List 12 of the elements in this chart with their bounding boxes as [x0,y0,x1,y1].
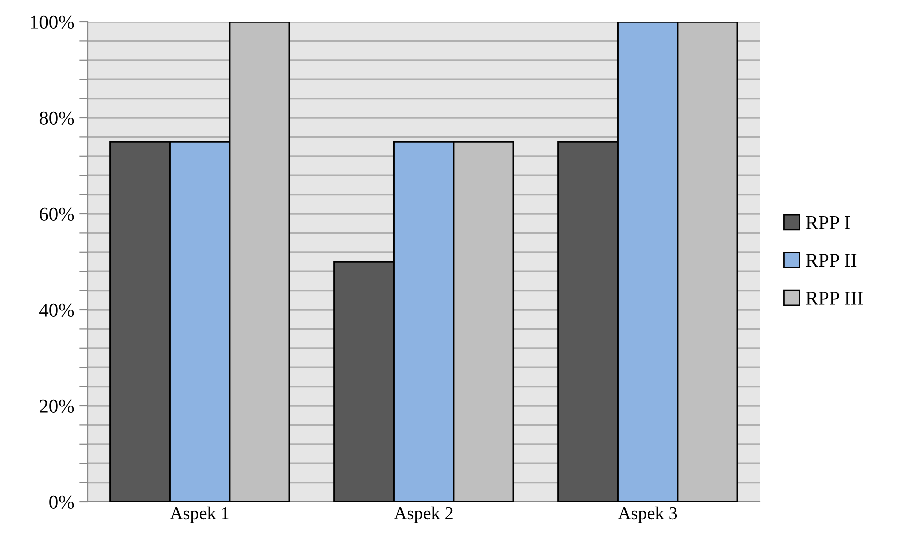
y-tick-label: 0% [50,496,74,509]
y-tick-label: 80% [40,112,74,125]
y-tick-label: 100% [31,16,74,29]
legend-label: RPP III [806,292,864,305]
x-tick-label: Aspek 3 [618,506,678,524]
x-tick-label: Aspek 2 [394,506,453,524]
y-tick-label: 40% [40,304,74,317]
x-tick-label: Aspek 1 [170,506,229,524]
legend-label: RPP II [806,254,857,268]
legend-label: RPP I [806,216,850,230]
y-tick-label: 60% [40,208,74,221]
y-tick-label: 20% [40,400,74,413]
